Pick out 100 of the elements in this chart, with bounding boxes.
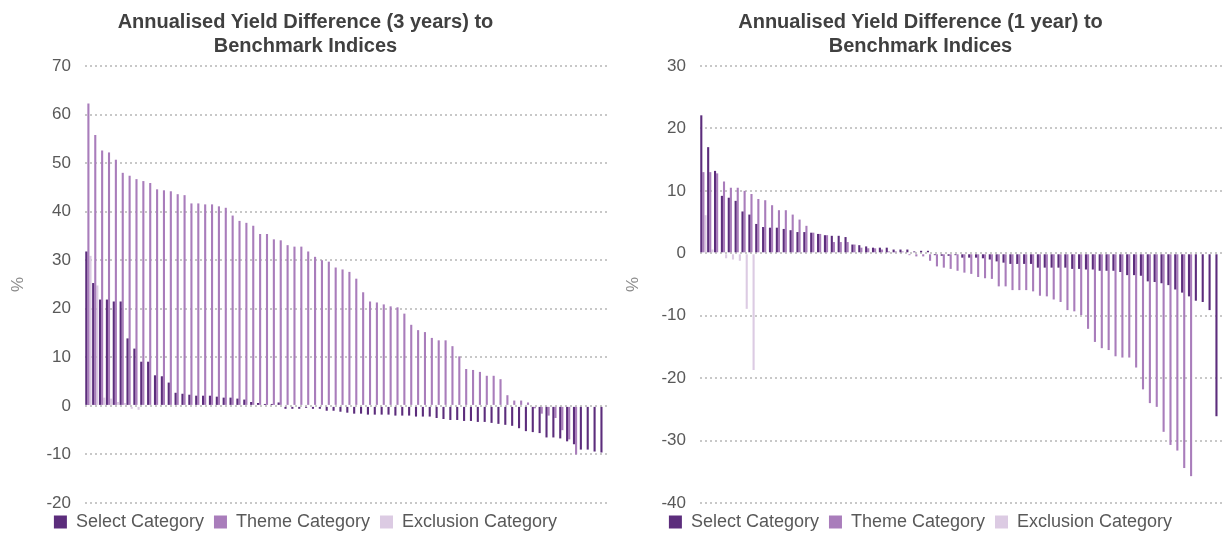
- bar: [1167, 254, 1170, 286]
- bar: [320, 260, 323, 405]
- bar: [1128, 254, 1131, 358]
- bar: [1080, 254, 1083, 316]
- bar: [524, 406, 527, 432]
- bar: [348, 271, 351, 405]
- bar: [94, 134, 97, 405]
- bar: [492, 375, 495, 405]
- bar: [174, 392, 177, 405]
- bar: [121, 172, 124, 405]
- bar: [153, 375, 157, 405]
- bar: [204, 204, 207, 405]
- bar: [929, 254, 932, 261]
- bar: [572, 406, 576, 445]
- bar: [586, 406, 589, 450]
- bar: [762, 227, 765, 253]
- bar: [1183, 254, 1186, 469]
- bar: [1078, 254, 1081, 269]
- bar: [968, 254, 971, 258]
- bar: [1119, 254, 1122, 273]
- y-tick-label: 60: [52, 104, 71, 124]
- bar: [137, 406, 140, 410]
- bar: [245, 222, 248, 405]
- bar: [709, 172, 712, 253]
- bar: [1187, 254, 1191, 297]
- bar: [1148, 254, 1151, 404]
- bar: [832, 242, 835, 253]
- bar: [600, 406, 603, 453]
- bar: [1087, 254, 1090, 329]
- bar: [444, 340, 447, 405]
- bar: [837, 235, 840, 253]
- bar: [142, 181, 145, 405]
- bar: [190, 203, 193, 405]
- bar: [89, 255, 92, 405]
- y-tick-label: 10: [52, 347, 71, 367]
- bar: [428, 406, 431, 417]
- bar: [935, 254, 938, 267]
- bar: [476, 406, 479, 422]
- bar: [497, 406, 500, 424]
- bar: [1146, 254, 1149, 282]
- bar: [791, 214, 794, 253]
- bar: [538, 406, 541, 434]
- bar: [757, 198, 760, 253]
- legend-label: Exclusion Category: [402, 510, 558, 531]
- bar: [1153, 254, 1156, 282]
- bar: [1174, 254, 1177, 290]
- y-tick-label: 50: [52, 152, 71, 172]
- bar: [360, 406, 363, 414]
- bar: [956, 254, 959, 271]
- bar: [442, 406, 445, 419]
- y-tick-label: 40: [52, 201, 71, 221]
- bar: [215, 396, 218, 405]
- bar: [243, 399, 246, 405]
- y-tick-label: 0: [676, 242, 686, 262]
- bar: [1009, 254, 1012, 264]
- bar: [552, 406, 555, 438]
- y-tick-label: 20: [667, 118, 686, 138]
- bar: [396, 307, 399, 405]
- legend-label: Exclusion Category: [1017, 510, 1173, 531]
- bar: [752, 254, 755, 371]
- bar: [451, 346, 454, 405]
- bar: [222, 397, 225, 405]
- bar: [1176, 254, 1179, 451]
- y-tick-label: -40: [661, 492, 686, 512]
- y-tick-label: 70: [52, 55, 71, 75]
- bar: [490, 406, 493, 423]
- bar: [116, 402, 120, 405]
- bar: [1002, 254, 1005, 263]
- bar: [1032, 254, 1035, 292]
- bar: [368, 301, 372, 405]
- bar: [702, 172, 705, 253]
- bar: [559, 406, 562, 439]
- bar: [1105, 254, 1108, 271]
- bar: [394, 406, 397, 416]
- bar: [561, 406, 564, 431]
- bar: [1194, 254, 1197, 301]
- bar: [229, 397, 232, 405]
- bar: [259, 234, 262, 405]
- bar: [782, 228, 785, 253]
- bar: [128, 175, 131, 405]
- bar: [382, 304, 385, 405]
- bar: [119, 301, 122, 405]
- bar: [949, 254, 952, 269]
- bar: [169, 191, 172, 405]
- bar: [1132, 254, 1136, 276]
- bar: [1215, 254, 1218, 417]
- bar: [417, 330, 420, 405]
- bar: [387, 406, 390, 415]
- bar: [981, 254, 984, 259]
- bar: [238, 220, 241, 405]
- bar: [112, 301, 115, 405]
- bar: [750, 193, 753, 253]
- bar: [147, 361, 150, 405]
- bar: [775, 227, 778, 253]
- bar: [126, 338, 129, 405]
- bar: [437, 340, 440, 405]
- bar: [720, 195, 723, 253]
- bar: [755, 223, 758, 253]
- bar: [1057, 254, 1060, 268]
- bar: [798, 219, 801, 253]
